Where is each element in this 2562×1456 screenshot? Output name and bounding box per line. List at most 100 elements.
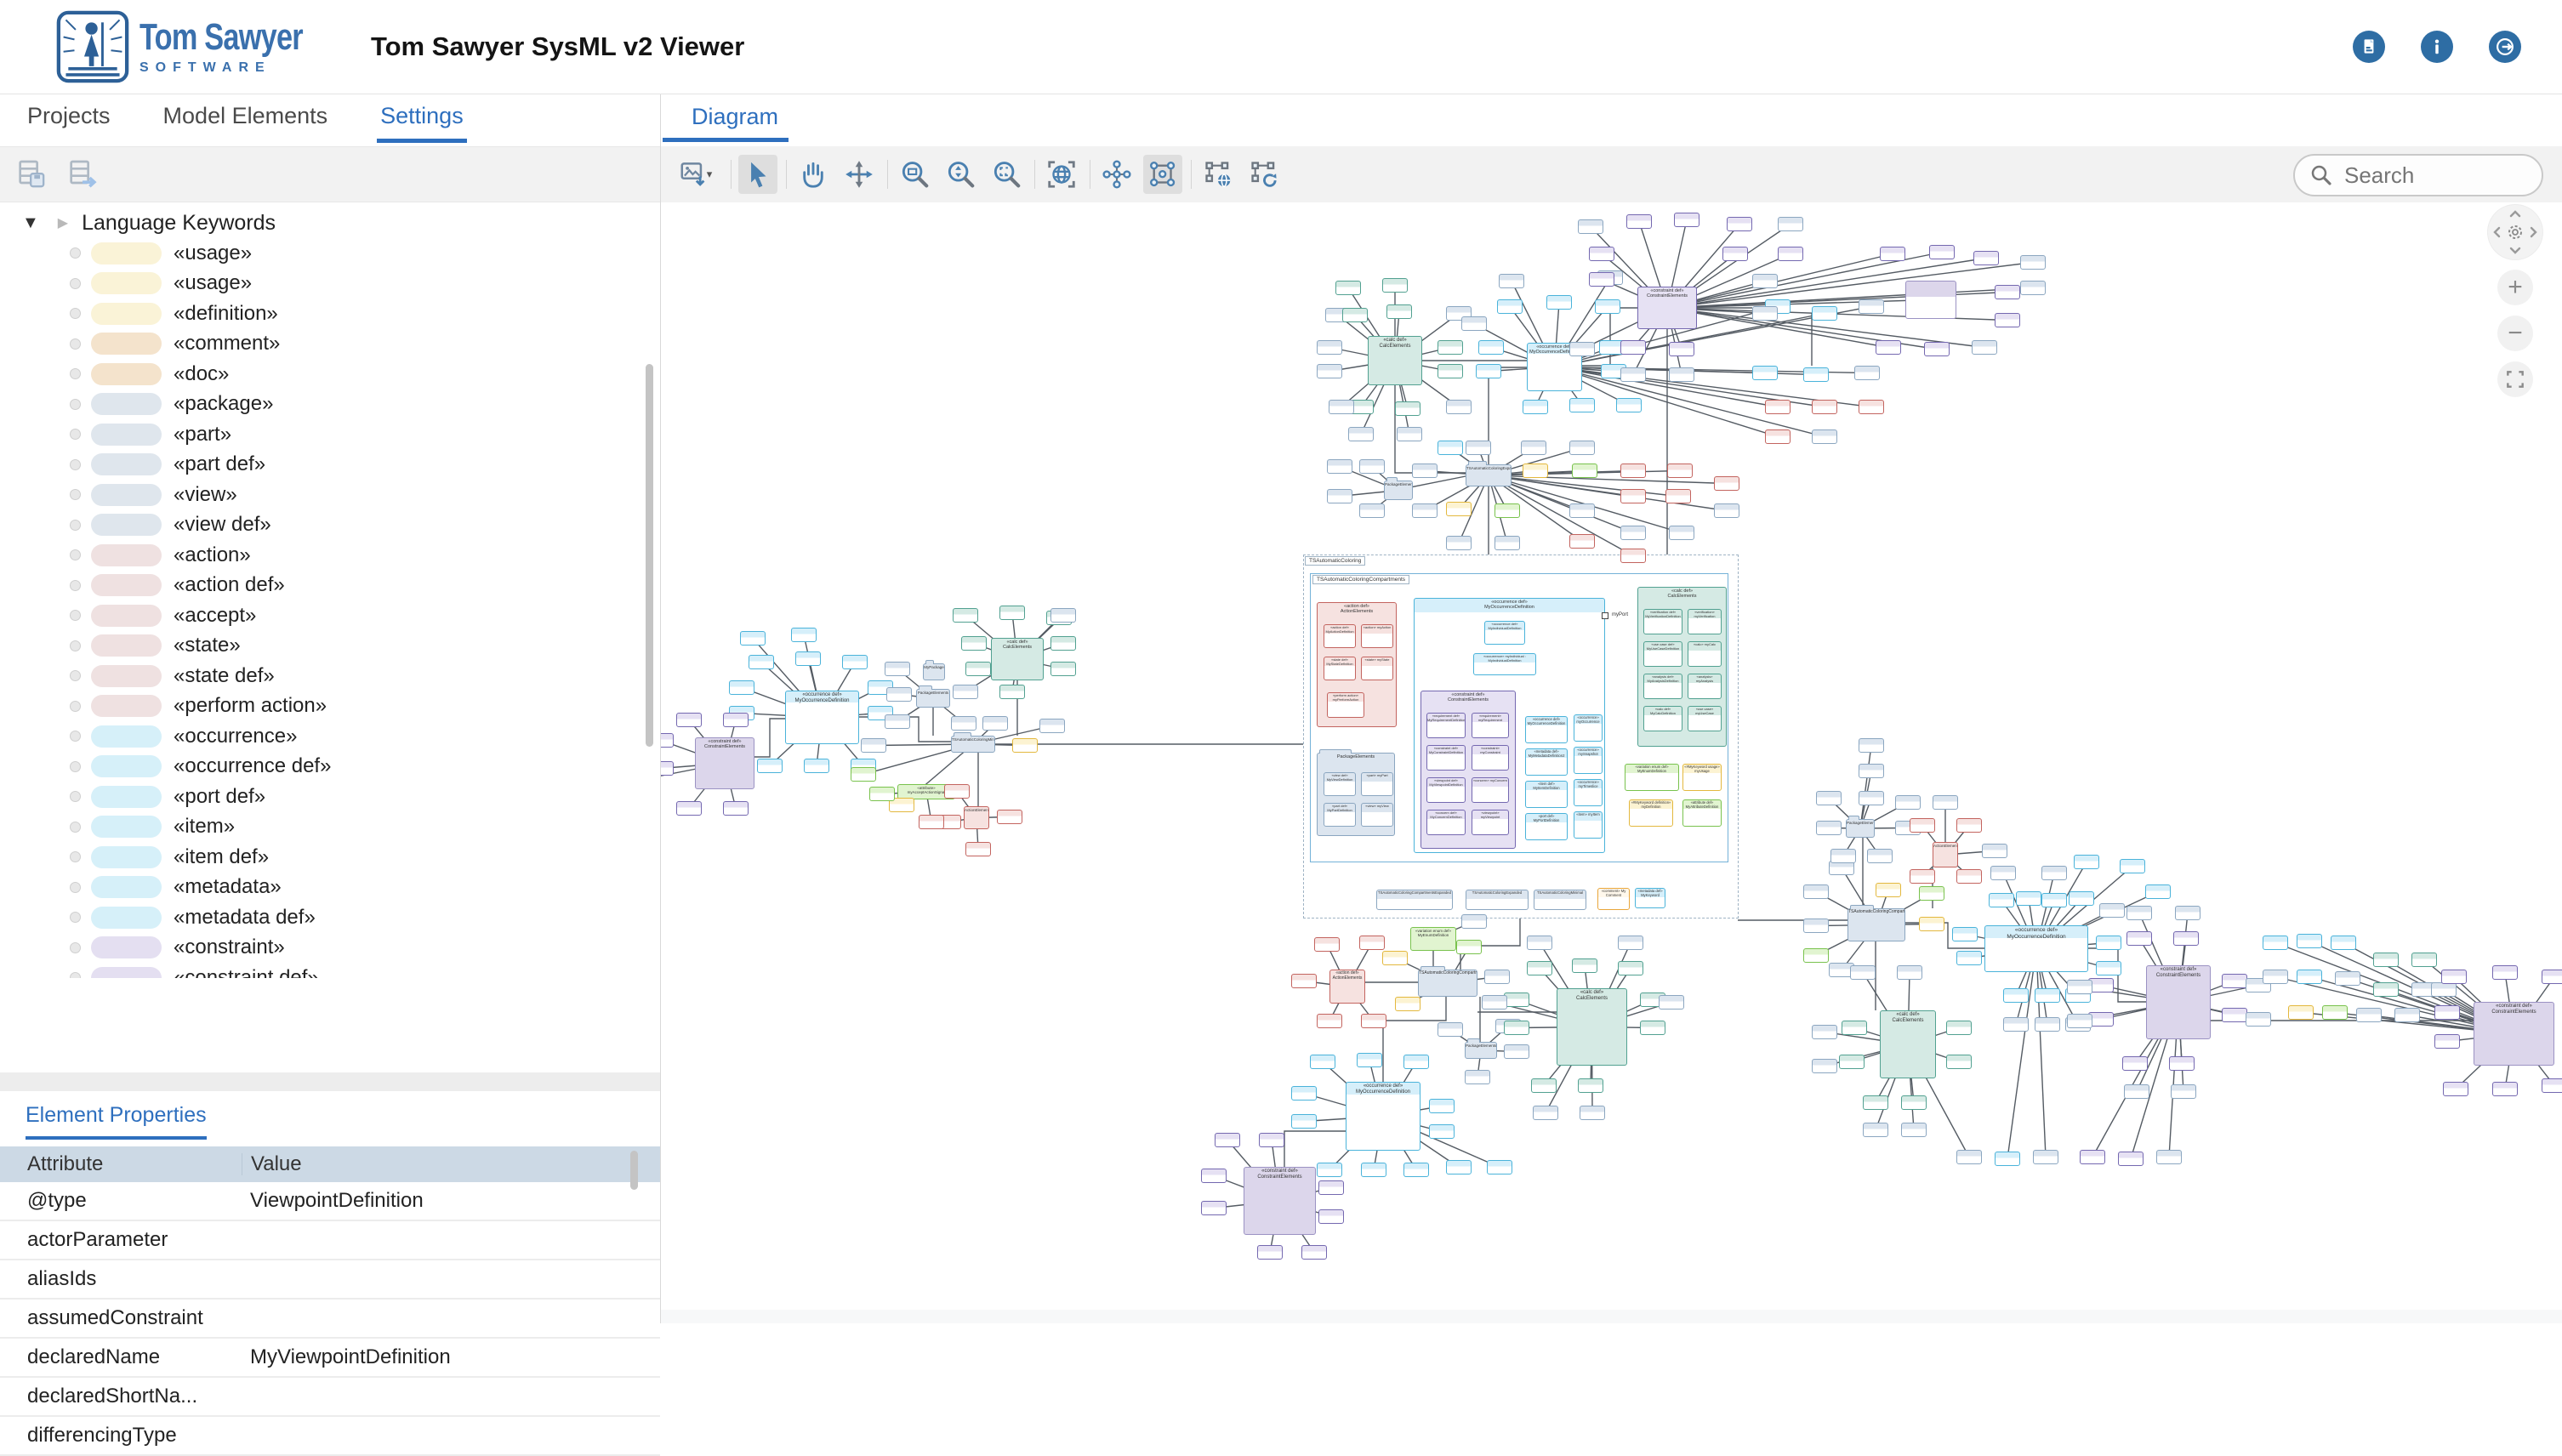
- diagram-node[interactable]: «use case» myUseCase: [1688, 706, 1722, 731]
- diagram-node[interactable]: [869, 787, 895, 801]
- document-report-button[interactable]: [2353, 31, 2385, 63]
- diagram-node[interactable]: [1674, 213, 1699, 227]
- diagram-hub[interactable]: PackageElements: [1384, 477, 1413, 500]
- diagram-node[interactable]: [1499, 274, 1524, 288]
- diagram-node[interactable]: [1850, 965, 1876, 980]
- move-tool-button[interactable]: [840, 155, 879, 194]
- diagram-node[interactable]: [2335, 971, 2360, 986]
- diagram-node[interactable]: [953, 608, 978, 623]
- diagram-node[interactable]: [1361, 1014, 1386, 1028]
- layout-symmetric-button[interactable]: [1097, 155, 1136, 194]
- diagram-node[interactable]: [1803, 367, 1829, 382]
- diagram-node[interactable]: [1919, 886, 1944, 901]
- diagram-node[interactable]: [1482, 995, 1507, 1010]
- diagram-node[interactable]: [1359, 936, 1385, 950]
- diagram-node[interactable]: [1803, 948, 1829, 963]
- diagram-hub[interactable]: TSAutomaticColoringCompartments: [1418, 966, 1477, 997]
- property-row[interactable]: declaredShortNa...: [0, 1378, 660, 1417]
- property-row[interactable]: aliasIds: [0, 1260, 660, 1300]
- tree-item[interactable]: «part def»: [0, 450, 660, 481]
- diagram-node[interactable]: «variation enum def» MyEnumDefinition: [1625, 764, 1679, 791]
- diagram-node[interactable]: [1620, 526, 1646, 540]
- diagram-node[interactable]: [1854, 366, 1880, 380]
- search-input[interactable]: [2343, 161, 2516, 190]
- diagram-node[interactable]: [1803, 919, 1829, 933]
- diagram-hub[interactable]: «occurrence def» MyOccurrenceDefinition: [785, 691, 859, 744]
- diagram-node[interactable]: [965, 662, 991, 676]
- pan-rose-control[interactable]: [2488, 205, 2542, 259]
- diagram-node[interactable]: [2080, 1150, 2105, 1164]
- diagram-node[interactable]: [1335, 281, 1361, 295]
- diagram-node[interactable]: [1812, 1025, 1837, 1039]
- diagram-node[interactable]: [1839, 1055, 1865, 1069]
- property-row[interactable]: assumedConstraint: [0, 1300, 660, 1339]
- diagram-node[interactable]: [2033, 1150, 2058, 1164]
- tree-item[interactable]: «item def»: [0, 842, 660, 873]
- diagram-node[interactable]: «action def» MyActionDefinition: [1324, 624, 1356, 648]
- diagram-node[interactable]: [1050, 636, 1076, 651]
- diagram-node[interactable]: TSAutomaticColoringCompartmentsExpanded: [1376, 890, 1453, 910]
- diagram-node[interactable]: [1990, 866, 2016, 880]
- diagram-node[interactable]: [2096, 961, 2121, 975]
- diagram-node[interactable]: [2263, 936, 2288, 950]
- diagram-node[interactable]: [1812, 1059, 1837, 1073]
- logout-button[interactable]: [2489, 31, 2521, 63]
- diagram-node[interactable]: [1497, 299, 1523, 314]
- diagram-node[interactable]: [1446, 502, 1472, 516]
- layout-global-button[interactable]: [1198, 155, 1238, 194]
- tree-item[interactable]: «view»: [0, 480, 660, 510]
- diagram-canvas[interactable]: TSAutomaticColoring TSAutomaticColoringCo…: [661, 202, 2562, 1323]
- select-tool-button[interactable]: [738, 155, 777, 194]
- chevron-down-icon[interactable]: ▼: [22, 213, 39, 232]
- diagram-node[interactable]: [1578, 1078, 1603, 1093]
- diagram-node[interactable]: [1050, 662, 1076, 676]
- tree-item[interactable]: «metadata def»: [0, 902, 660, 933]
- diagram-node[interactable]: [2074, 855, 2099, 869]
- diagram-node[interactable]: [2443, 1082, 2468, 1096]
- diagram-node[interactable]: [661, 761, 674, 776]
- diagram-node[interactable]: [1395, 401, 1420, 416]
- diagram-node[interactable]: [2126, 931, 2152, 946]
- diagram-node[interactable]: [1465, 1070, 1490, 1084]
- diagram-node[interactable]: [740, 631, 766, 646]
- diagram-node[interactable]: [1327, 459, 1352, 474]
- diagram-node[interactable]: [2297, 970, 2322, 984]
- diagram-node[interactable]: «verification» myVerification: [1688, 609, 1722, 634]
- diagram-node[interactable]: «occurrence» myTimeslice: [1574, 779, 1603, 806]
- diagram-node[interactable]: [1842, 1021, 1867, 1035]
- diagram-node[interactable]: [1317, 340, 1342, 355]
- diagram-node[interactable]: [886, 687, 912, 702]
- diagram-node[interactable]: [1318, 1180, 1344, 1195]
- tree-item[interactable]: «package»: [0, 390, 660, 420]
- diagram-hub[interactable]: PackageElements: [1465, 1038, 1497, 1059]
- diagram-node[interactable]: [1859, 400, 1884, 414]
- tree-item[interactable]: «metadata»: [0, 873, 660, 903]
- diagram-node[interactable]: [1504, 992, 1529, 1007]
- diagram-node[interactable]: [1946, 1055, 1972, 1069]
- diagram-node[interactable]: [1667, 464, 1693, 478]
- diagram-node[interactable]: [1382, 278, 1408, 293]
- diagram-node[interactable]: [1919, 917, 1944, 931]
- diagram-node[interactable]: [2331, 936, 2356, 950]
- diagram-node[interactable]: [2492, 965, 2518, 980]
- diagram-node[interactable]: «requirement» myRequirement: [1472, 713, 1509, 738]
- diagram-node[interactable]: [889, 798, 914, 812]
- diagram-node[interactable]: [1901, 1123, 1927, 1137]
- diagram-node[interactable]: [1620, 340, 1646, 355]
- diagram-node[interactable]: [2322, 1005, 2348, 1020]
- diagram-node[interactable]: «viewpoint def» MyViewpointDefinition: [1426, 777, 1466, 803]
- diagram-node[interactable]: [1572, 464, 1597, 478]
- diagram-node[interactable]: [1778, 217, 1803, 231]
- diagram-node[interactable]: [723, 713, 749, 727]
- property-row[interactable]: declaredName MyViewpointDefinition: [0, 1339, 660, 1378]
- diagram-node[interactable]: «constraint def» MyConstraintDefinition: [1426, 745, 1466, 771]
- diagram-node[interactable]: «analysis» myAnalysis: [1688, 674, 1722, 699]
- diagram-node[interactable]: [919, 815, 944, 829]
- diagram-node[interactable]: [2145, 884, 2171, 899]
- diagram-node[interactable]: [2169, 1056, 2195, 1071]
- diagram-node[interactable]: «viewpoint» myViewpoint: [1472, 810, 1509, 835]
- diagram-node[interactable]: [1816, 791, 1842, 805]
- diagram-node[interactable]: [1521, 441, 1546, 455]
- diagram-node[interactable]: [1412, 464, 1438, 478]
- diagram-node[interactable]: [1812, 400, 1837, 414]
